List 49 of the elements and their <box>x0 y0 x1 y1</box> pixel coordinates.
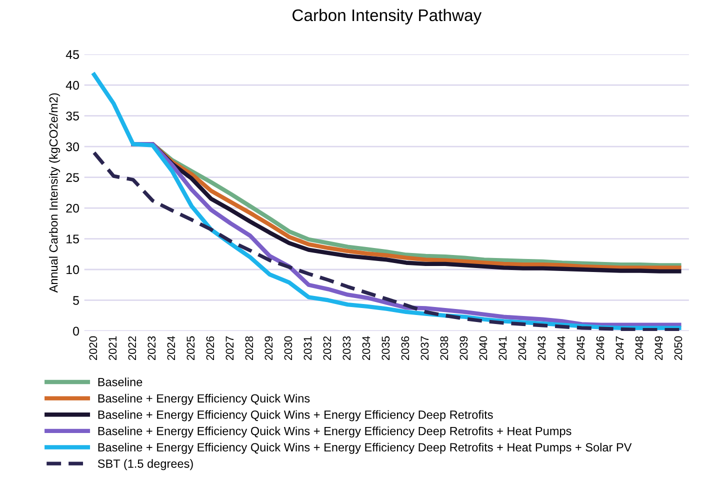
x-tick-label: 2048 <box>635 336 644 360</box>
x-tick-label: 2023 <box>148 336 156 360</box>
x-tick-label: 2049 <box>654 336 663 360</box>
x-tick-label: 2021 <box>108 336 117 360</box>
x-tick-label: 2038 <box>440 336 448 360</box>
legend-label: Baseline + Energy Efficiency Quick Wins <box>98 394 310 405</box>
y-axis-title: Annual Carbon Intensity (kgCO2e/m2) <box>49 93 60 293</box>
x-tick-label: 2050 <box>674 336 682 360</box>
y-tick-label: 40 <box>66 80 80 90</box>
x-tick-label: 2045 <box>576 336 585 360</box>
y-tick-label: 5 <box>73 296 79 305</box>
x-tick-label: 2042 <box>518 336 526 360</box>
x-tick-label: 2046 <box>596 336 604 360</box>
x-tick-label: 2035 <box>382 336 390 360</box>
x-tick-label: 2028 <box>245 336 254 360</box>
x-tick-label: 2041 <box>498 336 507 360</box>
x-tick-label: 2024 <box>167 336 176 360</box>
x-tick-label: 2033 <box>342 336 351 360</box>
x-tick-label: 2025 <box>186 336 195 360</box>
legend-label: Baseline + Energy Efficiency Quick Wins + Energy Efficiency Deep Retrofits + Heat Pumps <box>98 426 572 438</box>
x-tick-label: 2039 <box>460 336 468 360</box>
x-tick-label: 2043 <box>538 336 546 360</box>
y-tick-label: 25 <box>66 173 79 182</box>
y-tick-label: 15 <box>66 234 79 244</box>
x-tick-label: 2031 <box>304 336 312 360</box>
legend-label: Baseline <box>98 378 142 386</box>
legend-label: Baseline + Energy Efficiency Quick Wins + Energy Efficiency Deep Retrofits <box>98 410 493 422</box>
legend-label: Baseline + Energy Efficiency Quick Wins + Energy Efficiency Deep Retrofits + Heat Pumps + Solar PV <box>98 442 632 454</box>
x-tick-label: 2040 <box>479 336 488 360</box>
x-tick-label: 2027 <box>226 336 234 360</box>
x-tick-label: 2029 <box>264 336 273 360</box>
x-tick-label: 2044 <box>557 336 566 360</box>
legend-label: SBT (1.5 degrees) <box>98 459 193 470</box>
x-tick-label: 2047 <box>616 336 624 360</box>
x-tick-label: 2020 <box>89 336 98 360</box>
y-tick-label: 35 <box>66 112 79 120</box>
y-tick-label: 30 <box>66 142 80 152</box>
x-tick-label: 2030 <box>284 336 292 360</box>
x-tick-label: 2032 <box>323 336 332 360</box>
x-tick-label: 2022 <box>128 336 136 360</box>
x-tick-label: 2037 <box>420 336 429 360</box>
x-tick-label: 2026 <box>206 336 214 360</box>
y-tick-label: 10 <box>66 265 80 274</box>
y-tick-label: 0 <box>73 326 80 336</box>
y-tick-label: 20 <box>66 204 80 213</box>
chart-title: Carbon Intensity Pathway <box>292 8 482 24</box>
x-tick-label: 2034 <box>362 336 370 360</box>
x-tick-label: 2036 <box>401 336 410 360</box>
y-tick-label: 45 <box>66 50 79 59</box>
